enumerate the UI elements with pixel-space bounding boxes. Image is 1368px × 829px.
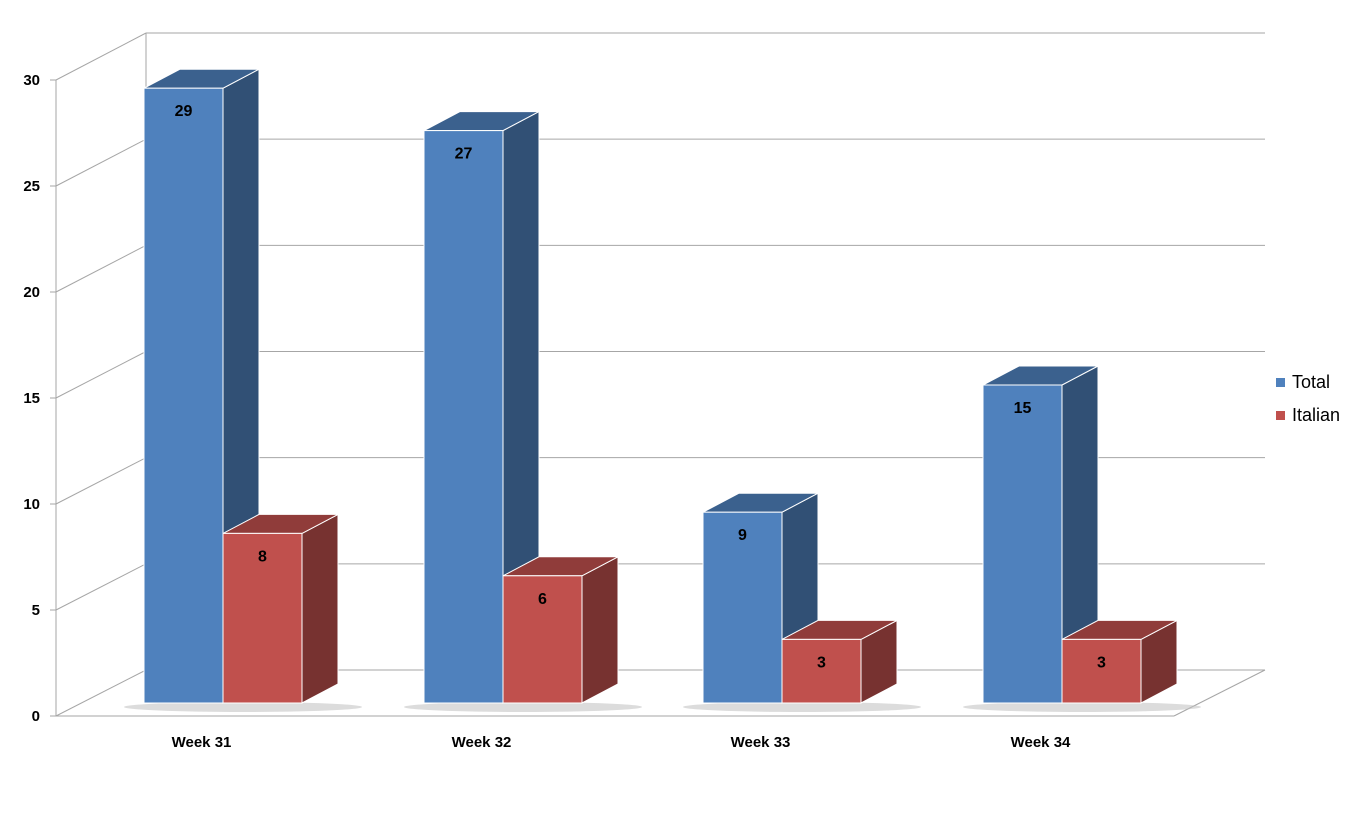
bar-front: [502, 575, 583, 704]
bar-shadow: [124, 702, 362, 712]
bar-front: [702, 511, 783, 704]
legend: Total Italian: [1276, 366, 1340, 432]
bar-total-week-31: 29: [143, 68, 260, 704]
bar-total-week-32: 27: [423, 110, 540, 704]
y-tick-label: 30: [23, 72, 40, 89]
data-label: 3: [1097, 654, 1106, 671]
bar-front: [222, 532, 303, 704]
gridline-side: [55, 457, 147, 505]
y-tick-label: 20: [23, 284, 40, 301]
y-tick-label: 25: [23, 178, 40, 195]
x-axis-labels: Week 31 Week 32 Week 33 Week 34: [172, 734, 1071, 751]
bar-front: [143, 87, 224, 704]
bar-front: [781, 638, 862, 704]
y-tick-label: 10: [23, 496, 40, 513]
data-label: 29: [175, 103, 193, 120]
bar-italian-week-31: 8: [222, 513, 339, 704]
legend-label-italian: Italian: [1292, 405, 1341, 425]
data-label: 6: [538, 591, 547, 608]
gridline-side: [55, 669, 147, 717]
x-tick-label: Week 32: [452, 734, 512, 751]
legend-swatch-total: [1276, 378, 1285, 387]
bar-front: [423, 130, 504, 704]
legend-label-total: Total: [1292, 372, 1331, 392]
y-tick-label: 5: [32, 602, 40, 619]
bar-side: [581, 555, 619, 704]
bar-italian-week-34: 3: [1061, 619, 1178, 704]
gridline-side: [55, 244, 147, 293]
legend-item-italian: Italian: [1276, 399, 1340, 432]
bar-front: [982, 384, 1063, 704]
bar-italian-week-33: 3: [781, 619, 898, 704]
data-label: 27: [455, 146, 473, 163]
bar-front: [1061, 638, 1142, 704]
x-tick-label: Week 34: [1011, 734, 1071, 751]
gridline-side: [55, 563, 147, 611]
bars: 29 8 27 6 9 3 15 3: [124, 68, 1201, 712]
data-label: 9: [738, 527, 747, 544]
bar-shadow: [963, 702, 1201, 712]
bar-italian-week-32: 6: [502, 555, 619, 704]
y-axis-ticks: 0 5 10 15 20 25 30: [23, 72, 40, 725]
gridline-side: [55, 32, 147, 81]
bar-shadow: [683, 702, 921, 712]
legend-item-total: Total: [1276, 366, 1340, 399]
bar-side: [301, 513, 339, 704]
x-tick-label: Week 31: [172, 734, 232, 751]
data-label: 8: [258, 548, 267, 565]
bar-total-week-34: 15: [982, 365, 1099, 704]
legend-swatch-italian: [1276, 411, 1285, 420]
gridline-side: [55, 351, 147, 399]
data-label: 3: [817, 654, 826, 671]
gridline-side: [55, 138, 147, 187]
y-tick-label: 0: [32, 708, 40, 725]
bar-shadow: [404, 702, 642, 712]
x-tick-label: Week 33: [731, 734, 791, 751]
y-tick-label: 15: [23, 390, 40, 407]
data-label: 15: [1014, 400, 1032, 417]
